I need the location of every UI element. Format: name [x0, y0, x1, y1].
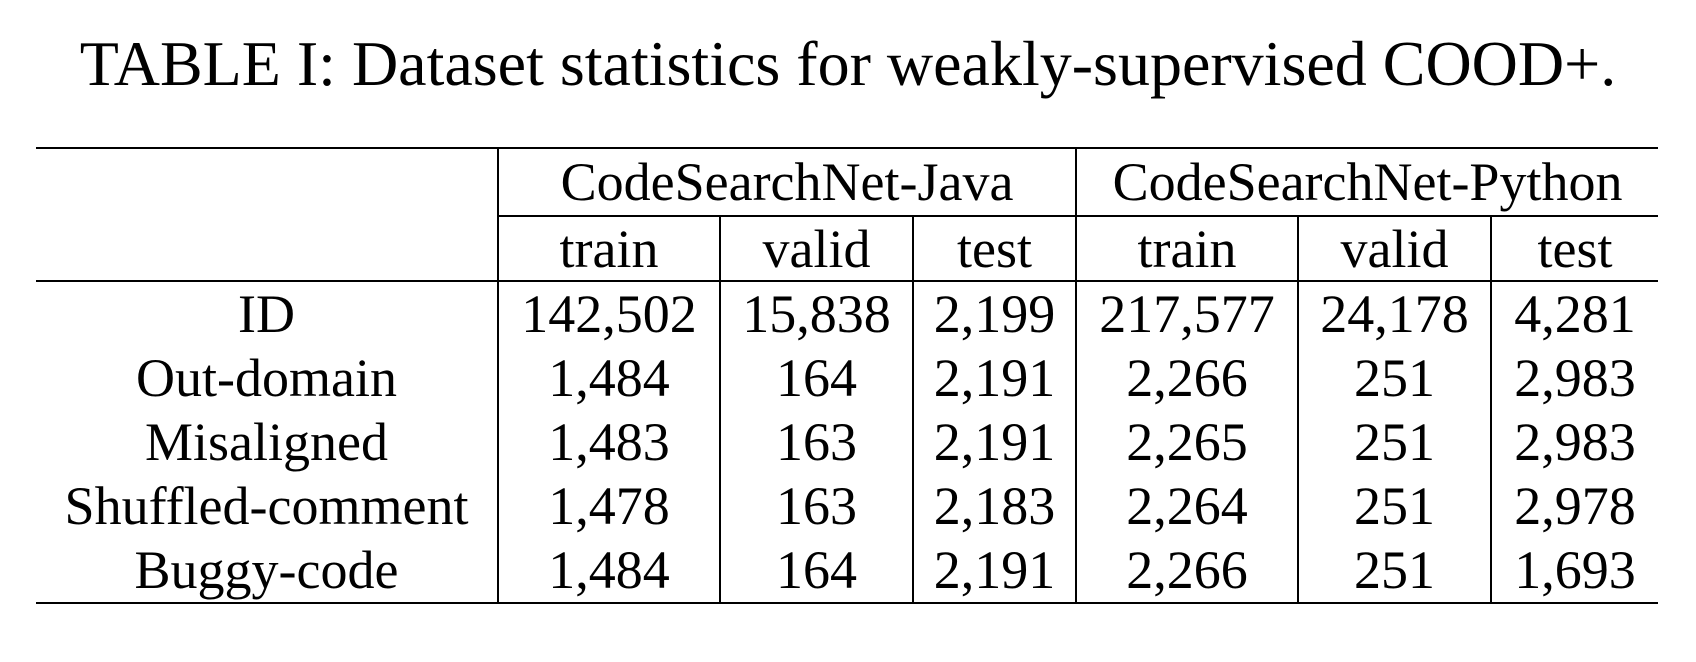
group-header-java: CodeSearchNet-Java: [496, 147, 1077, 217]
table-cell: 2,983: [1490, 410, 1659, 474]
table-cell: 164: [719, 346, 913, 410]
table-cell: 2,983: [1490, 346, 1659, 410]
table-cell: 164: [719, 538, 913, 604]
table-cell: 142,502: [497, 281, 720, 346]
split-header-python-test: test: [1490, 216, 1659, 282]
table-row: Shuffled-comment 1,478 163 2,183 2,264 2…: [36, 474, 1659, 538]
table-row: Misaligned 1,483 163 2,191 2,265 251 2,9…: [36, 410, 1659, 474]
table-cell: 251: [1297, 410, 1492, 474]
header-corner-cell: [36, 147, 498, 216]
table-cell: 4,281: [1490, 281, 1659, 346]
table-row: Out-domain 1,484 164 2,191 2,266 251 2,9…: [36, 346, 1659, 410]
table-cell: 15,838: [719, 281, 913, 346]
table-cell: 1,484: [497, 538, 720, 604]
table-cell: 24,178: [1297, 281, 1492, 346]
table-cell: 1,478: [497, 474, 720, 538]
split-header-python-valid: valid: [1297, 216, 1492, 282]
table-cell: 2,266: [1075, 538, 1299, 604]
split-header-java-test: test: [911, 216, 1077, 282]
row-label: Shuffled-comment: [64, 476, 469, 536]
table-cell: 2,264: [1075, 474, 1299, 538]
table-header-splits: train valid test train valid test: [36, 216, 1659, 282]
table-cell: 1,693: [1490, 538, 1659, 604]
table-cell: 2,265: [1075, 410, 1299, 474]
dataset-statistics-table: CodeSearchNet-Java CodeSearchNet-Python …: [36, 147, 1659, 604]
table-caption: TABLE I: Dataset statistics for weakly-s…: [79, 28, 1617, 99]
table-cell: 2,191: [911, 410, 1077, 474]
split-header-java-valid: valid: [719, 216, 913, 282]
table-cell: 2,978: [1490, 474, 1659, 538]
table-cell: 251: [1297, 538, 1492, 604]
table-row: ID 142,502 15,838 2,199 217,577 24,178 4…: [36, 281, 1659, 346]
table-cell: 2,191: [911, 346, 1077, 410]
table-cell: 217,577: [1075, 281, 1299, 346]
row-label: Out-domain: [136, 348, 397, 408]
table-cell: 163: [719, 410, 913, 474]
table-cell: 2,199: [911, 281, 1077, 346]
table-cell: 2,191: [911, 538, 1077, 604]
row-label: Misaligned: [145, 412, 388, 472]
header-corner-cell: [36, 216, 498, 282]
table-cell: 1,483: [497, 410, 720, 474]
table-header-groups: CodeSearchNet-Java CodeSearchNet-Python: [36, 147, 1659, 217]
table-cell: 251: [1297, 346, 1492, 410]
group-header-python: CodeSearchNet-Python: [1075, 147, 1659, 217]
table-cell: 163: [719, 474, 913, 538]
table-cell: 1,484: [497, 346, 720, 410]
split-header-java-train: train: [497, 216, 720, 282]
table-cell: 2,183: [911, 474, 1077, 538]
table-cell: 2,266: [1075, 346, 1299, 410]
split-header-python-train: train: [1075, 216, 1299, 282]
row-label: ID: [238, 284, 295, 344]
row-label: Buggy-code: [36, 538, 498, 604]
table-cell: 251: [1297, 474, 1492, 538]
table-row: Buggy-code 1,484 164 2,191 2,266 251 1,6…: [36, 538, 1659, 604]
